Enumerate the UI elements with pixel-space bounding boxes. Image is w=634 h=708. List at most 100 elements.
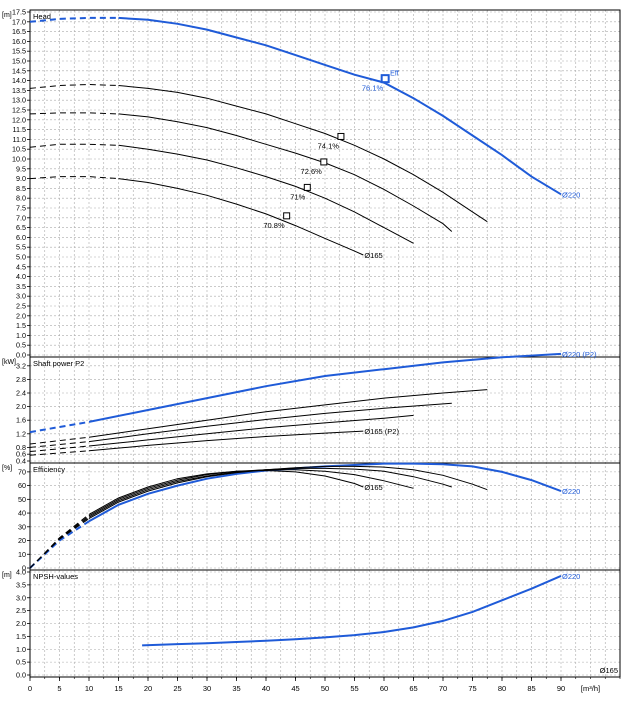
y-tick-label: 17.5 [12, 8, 26, 17]
y-tick-label: 3.5 [16, 282, 26, 291]
series-line [118, 85, 488, 223]
x-axis: 0 5 10 15 20 25 30 35 40 45 50 55 60 65 70 75 80 85 90 [m³/… [28, 677, 621, 693]
panel-title: Shaft power P2 [33, 359, 84, 368]
series-label: Ø165 (P2) [364, 427, 399, 436]
x-tick-label: 15 [114, 684, 122, 693]
y-tick-label: 12.0 [12, 115, 26, 124]
y-tick-label: 2.0 [16, 619, 26, 628]
series-line-dashed [29, 143, 119, 148]
x-tick-label: 65 [409, 684, 417, 693]
y-tick-label: 0 [22, 564, 26, 573]
y-tick-label: 10.0 [12, 155, 26, 164]
y-tick-label: 0.5 [16, 341, 26, 350]
y-tick-label: 15.5 [12, 47, 26, 56]
series-line [88, 352, 562, 423]
efficiency-label: 74.1% [318, 141, 340, 150]
series-label: Ø220 (P2) [562, 350, 597, 359]
y-tick-label: 6.5 [16, 223, 26, 232]
y-tick-label: 3.0 [16, 292, 26, 301]
x-tick-label: 0 [28, 684, 32, 693]
y-tick-label: 5.5 [16, 243, 26, 252]
y-tick-label: 4.0 [16, 568, 26, 577]
x-tick-label: 10 [85, 684, 93, 693]
y-tick-label: 5.0 [16, 253, 26, 262]
y-tick-label: 3.2 [16, 361, 26, 370]
y-tick-label: 11.5 [13, 125, 26, 134]
y-tick-label: 7.5 [16, 204, 26, 213]
y-tick-label: 3.0 [16, 593, 26, 602]
y-tick-label: 1.0 [16, 645, 26, 654]
y-tick-label: 6.0 [16, 233, 26, 242]
y-tick-label: 1.2 [16, 429, 26, 438]
series-line [118, 178, 364, 256]
y-tick-label: 1.5 [16, 321, 26, 330]
efficiency-marker [380, 74, 390, 84]
y-tick-label: 20 [18, 536, 26, 545]
y-tick-label: 9.0 [16, 174, 26, 183]
y-tick-label: 7.0 [16, 213, 26, 222]
series-label: Ø165 [364, 483, 382, 492]
eff-tag: Eff [390, 71, 398, 78]
x-tick-label: 85 [527, 684, 535, 693]
y-tick-label: 14.5 [12, 66, 26, 75]
y-tick-label: 2.5 [16, 606, 26, 615]
y-tick-label: 1.5 [16, 632, 26, 641]
series-line [118, 16, 562, 196]
x-unit: [m³/h] [581, 684, 600, 693]
series-label: Ø220 [562, 572, 580, 581]
x-tick-label: 90 [557, 684, 565, 693]
y-tick-label: 2.5 [16, 302, 26, 311]
y-tick-label: 70 [18, 467, 26, 476]
x-tick-label: 60 [380, 684, 388, 693]
series-line-dashed [29, 16, 119, 23]
y-tick-label: 9.5 [16, 164, 26, 173]
y-tick-label: 11.0 [13, 135, 26, 144]
series-line-dashed [29, 176, 119, 180]
x-tick-label: 45 [291, 684, 299, 693]
x-tick-label: 70 [439, 684, 447, 693]
panel-npsh: 0.0 0.5 1.0 1.5 2.0 2.5 3.0 3.5 4.0 NPSH-values [m… [2, 568, 621, 680]
y-tick-label: 16.5 [12, 27, 26, 36]
series-line [142, 574, 562, 647]
y-tick-label: 4.5 [16, 262, 26, 271]
y-tick-label: 0.0 [16, 351, 26, 360]
efficiency-marker [283, 212, 291, 220]
y-tick-label: 1.6 [16, 416, 26, 425]
y-tick-label: 10 [18, 550, 26, 559]
efficiency-label: 70.8% [263, 221, 285, 230]
x-tick-label: 50 [321, 684, 329, 693]
diameter-label: Ø165 [600, 666, 618, 675]
y-tick-label: 0.8 [16, 443, 26, 452]
series-line-dashed [29, 112, 119, 115]
y-tick-label: 4.0 [16, 272, 26, 281]
series-line-dashed [29, 514, 90, 569]
y-tick-label: 17.0 [12, 17, 26, 26]
y-tick-label: 12.5 [12, 106, 26, 115]
y-tick-label: 2.4 [16, 389, 26, 398]
y-unit: [kW] [2, 359, 16, 366]
x-tick-label: 35 [232, 684, 240, 693]
efficiency-label: 71% [290, 192, 305, 201]
y-tick-label: 1.0 [16, 331, 26, 340]
series-label: Ø220 [562, 487, 580, 496]
series-line-dashed [29, 520, 90, 569]
y-tick-label: 40 [18, 509, 26, 518]
series-line [88, 414, 414, 447]
series-line-dashed [29, 83, 119, 89]
y-tick-label: 3.5 [16, 580, 26, 589]
y-tick-label: 0.6 [16, 450, 26, 459]
series-line [88, 462, 562, 523]
y-tick-label: 50 [18, 495, 26, 504]
x-tick-label: 80 [498, 684, 506, 693]
series-label: Ø220 [562, 190, 580, 199]
x-tick-label: 20 [144, 684, 152, 693]
x-tick-label: 25 [173, 684, 181, 693]
x-tick-label: 55 [350, 684, 358, 693]
series-line [88, 469, 414, 517]
y-tick-label: 0.0 [16, 671, 26, 680]
x-tick-label: 5 [57, 684, 61, 693]
y-tick-label: 2.0 [16, 402, 26, 411]
y-tick-label: 0.5 [16, 658, 26, 667]
panel-title: Head [33, 12, 51, 21]
panel-title: NPSH-values [33, 572, 78, 581]
